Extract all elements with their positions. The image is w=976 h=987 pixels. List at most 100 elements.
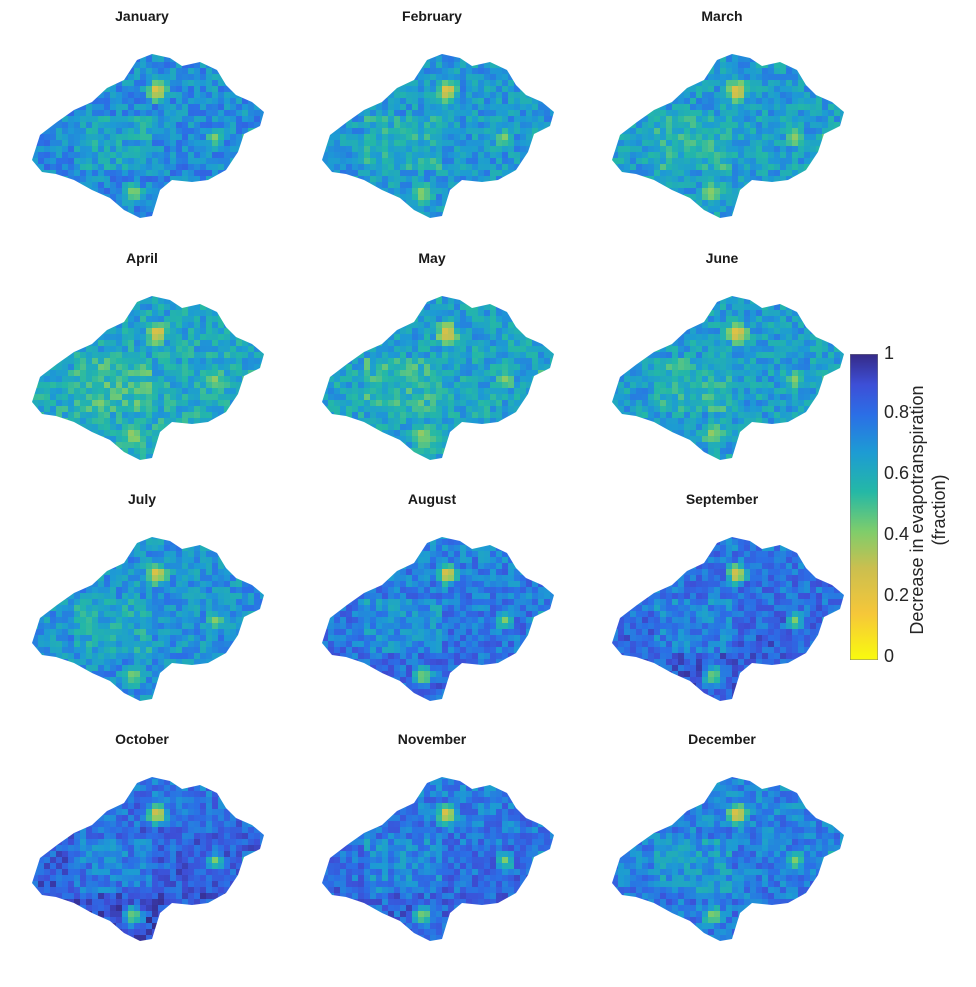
heatmap-cell (212, 406, 218, 412)
heatmap-cell (756, 80, 762, 86)
heatmap-cell (140, 430, 146, 436)
heatmap-cell (738, 158, 744, 164)
heatmap-cell (206, 212, 212, 218)
heatmap-cell (532, 74, 538, 80)
heatmap-cell (792, 194, 798, 200)
heatmap-cell (74, 466, 80, 472)
heatmap-cell (822, 164, 828, 170)
heatmap-cell (792, 170, 798, 176)
heatmap-cell (340, 292, 346, 298)
heatmap-cell (424, 140, 430, 146)
heatmap-cell (376, 128, 382, 134)
heatmap-cell (68, 430, 74, 436)
heatmap-cell (618, 86, 624, 92)
heatmap-cell (134, 406, 140, 412)
heatmap-cell (92, 212, 98, 218)
heatmap-cell (80, 412, 86, 418)
heatmap-cell (520, 92, 526, 98)
heatmap-cell (146, 218, 152, 224)
heatmap-cell (164, 212, 170, 218)
heatmap-cell (116, 128, 122, 134)
heatmap-cell (50, 304, 56, 310)
heatmap-cell (720, 140, 726, 146)
heatmap-cell (56, 68, 62, 74)
heatmap-cell (254, 200, 260, 206)
heatmap-cell (50, 104, 56, 110)
heatmap-cell (200, 418, 206, 424)
heatmap-cell (152, 140, 158, 146)
heatmap-cell (188, 454, 194, 460)
heatmap-cell (442, 152, 448, 158)
heatmap-cell (732, 158, 738, 164)
heatmap-cell (230, 206, 236, 212)
heatmap-cell (200, 182, 206, 188)
heatmap-cell (702, 68, 708, 74)
heatmap-cell (104, 388, 110, 394)
heatmap-cell (50, 376, 56, 382)
heatmap-cell (732, 218, 738, 224)
heatmap-cell (370, 224, 376, 230)
heatmap-cell (750, 218, 756, 224)
heatmap-cell (358, 98, 364, 104)
heatmap-cell (520, 80, 526, 86)
heatmap-cell (98, 116, 104, 122)
heatmap-cell (532, 176, 538, 182)
heatmap-cell (720, 56, 726, 62)
heatmap-cell (834, 86, 840, 92)
heatmap-cell (654, 122, 660, 128)
heatmap-cell (708, 206, 714, 212)
heatmap-cell (200, 56, 206, 62)
heatmap-cell (230, 92, 236, 98)
heatmap-cell (340, 158, 346, 164)
heatmap-cell (266, 134, 272, 140)
heatmap-cell (152, 170, 158, 176)
heatmap-cell (636, 50, 642, 56)
heatmap-cell (158, 364, 164, 370)
heatmap-cell (248, 424, 254, 430)
heatmap-cell (254, 352, 260, 358)
heatmap-cell (200, 224, 206, 230)
heatmap-cell (200, 334, 206, 340)
heatmap-cell (104, 86, 110, 92)
heatmap-cell (212, 400, 218, 406)
heatmap-cell (182, 200, 188, 206)
heatmap-cell (756, 128, 762, 134)
heatmap-cell (370, 56, 376, 62)
heatmap-cell (654, 164, 660, 170)
heatmap-cell (496, 152, 502, 158)
heatmap-cell (86, 346, 92, 352)
heatmap-cell (636, 218, 642, 224)
heatmap-cell (630, 86, 636, 92)
heatmap-cell (188, 316, 194, 322)
heatmap-cell (230, 376, 236, 382)
heatmap-cell (394, 188, 400, 194)
heatmap-cell (260, 310, 266, 316)
heatmap-cell (164, 316, 170, 322)
heatmap-cell (732, 122, 738, 128)
heatmap-cell (152, 146, 158, 152)
heatmap-cell (744, 152, 750, 158)
heatmap-cell (260, 406, 266, 412)
heatmap-cell (648, 224, 654, 230)
heatmap-cell (44, 158, 50, 164)
heatmap-cell (44, 92, 50, 98)
heatmap-cell (514, 74, 520, 80)
heatmap-cell (110, 310, 116, 316)
heatmap-cell (334, 134, 340, 140)
heatmap-cell (176, 388, 182, 394)
heatmap-cell (732, 86, 738, 92)
heatmap-cell (720, 224, 726, 230)
heatmap-cell (798, 182, 804, 188)
heatmap-cell (364, 292, 370, 298)
heatmap-cell (810, 104, 816, 110)
heatmap-cell (176, 370, 182, 376)
heatmap-cell (822, 92, 828, 98)
heatmap-cell (322, 134, 328, 140)
heatmap-cell (472, 86, 478, 92)
heatmap-cell (188, 370, 194, 376)
heatmap-cell (478, 116, 484, 122)
heatmap-cell (188, 418, 194, 424)
heatmap-cell (218, 62, 224, 68)
heatmap-cell (792, 128, 798, 134)
heatmap-cell (508, 68, 514, 74)
